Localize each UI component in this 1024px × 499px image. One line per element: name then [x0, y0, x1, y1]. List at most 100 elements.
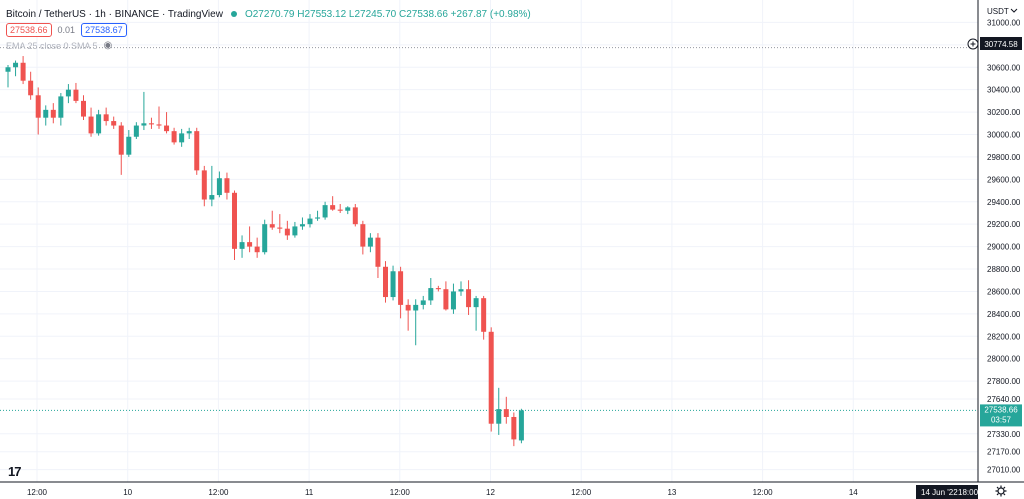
candle-up — [390, 265, 396, 301]
candle-down — [443, 281, 449, 311]
buy-price-button[interactable]: 27538.67 — [81, 23, 127, 37]
candle-down — [383, 261, 388, 303]
candle-body — [481, 298, 487, 332]
candle-down — [360, 220, 366, 255]
candle-down — [194, 127, 200, 175]
candle-down — [466, 280, 472, 315]
candle-body — [88, 116, 94, 134]
candle-body — [179, 133, 185, 143]
candle-up — [186, 127, 192, 139]
candle-body — [269, 224, 275, 228]
candle-up — [133, 122, 139, 139]
y-tick-label: 30600.00 — [987, 63, 1021, 72]
candle-body — [337, 209, 343, 211]
candle-body — [81, 100, 86, 117]
candle-body — [420, 300, 426, 305]
settings-gear-icon[interactable] — [995, 485, 1007, 497]
candle-down — [20, 56, 26, 85]
x-tick-label: 14 — [849, 488, 858, 497]
indicator-legend[interactable]: EMA 25 close 0 SMA 5 ◉ — [6, 40, 112, 51]
candle-body — [443, 289, 449, 310]
marked-price-label: 30774.58 — [984, 40, 1018, 49]
x-tick-label: 12 — [486, 488, 495, 497]
candle-down — [118, 122, 124, 175]
candle-down — [337, 204, 343, 213]
candle-body — [111, 121, 117, 126]
candle-body — [247, 242, 253, 247]
candle-down — [481, 295, 487, 340]
candle-down — [164, 112, 170, 134]
candle-body — [299, 224, 305, 227]
candle-body — [13, 62, 19, 68]
candle-body — [284, 228, 290, 236]
candle-down — [35, 87, 41, 135]
candle-body — [503, 409, 509, 417]
candle-body — [254, 246, 260, 253]
candle-body — [58, 96, 64, 118]
candle-down — [111, 116, 117, 129]
candle-down — [103, 107, 109, 126]
candle-up — [43, 105, 49, 126]
candle-body — [186, 131, 192, 134]
x-tick-label: 12:00 — [27, 488, 48, 497]
sell-price-button[interactable]: 27538.66 — [6, 23, 52, 37]
x-tick-label: 10 — [123, 488, 132, 497]
candle-body — [73, 89, 79, 101]
candle-body — [367, 237, 373, 247]
eye-icon[interactable]: ◉ — [103, 40, 113, 51]
candle-body — [488, 331, 494, 424]
chevron-down-icon[interactable] — [1010, 8, 1018, 13]
last-price-tag: 27538.66 03:57 — [980, 404, 1022, 427]
y-tick-label: 28400.00 — [987, 310, 1021, 319]
candle-up — [450, 283, 456, 314]
candle-body — [466, 289, 472, 308]
candle-up — [458, 281, 464, 296]
candle-body — [277, 227, 283, 229]
candle-body — [5, 67, 11, 72]
candle-body — [224, 178, 230, 193]
candle-body — [201, 170, 207, 200]
candle-body — [473, 298, 479, 308]
candle-up — [13, 60, 19, 77]
candle-body — [398, 271, 404, 305]
candle-body — [435, 288, 441, 290]
candle-down — [352, 204, 358, 227]
marked-price-tag: 30774.58 — [967, 37, 1022, 50]
candle-up — [126, 130, 132, 157]
candle-body — [35, 95, 41, 118]
candle-up — [65, 84, 71, 104]
plus-icon — [970, 41, 976, 47]
candle-body — [118, 125, 124, 155]
candle-body — [133, 125, 139, 137]
currency-label[interactable]: USDT — [987, 7, 1009, 16]
candle-down — [511, 412, 517, 447]
candle-up — [262, 219, 268, 255]
candle-body — [322, 205, 328, 218]
candle-body — [232, 192, 237, 249]
candle-body — [164, 125, 170, 132]
candle-down — [277, 214, 283, 234]
candle-up — [420, 295, 426, 310]
chart-header: Bitcoin / TetherUS · 1h · BINANCE · Trad… — [6, 6, 531, 22]
candle-body — [126, 136, 132, 155]
price-axis[interactable]: 31000.0030800.0030600.0030400.0030200.00… — [987, 18, 1021, 474]
tradingview-logo: 17 — [8, 464, 22, 479]
candle-down — [375, 233, 381, 278]
candle-body — [413, 304, 419, 311]
y-tick-label: 29000.00 — [987, 243, 1021, 252]
candle-up — [141, 91, 147, 131]
cursor-date-label: 14 Jun '22 — [921, 488, 958, 497]
candle-body — [292, 226, 298, 236]
candle-body — [148, 123, 154, 125]
y-tick-label: 27640.00 — [987, 395, 1021, 404]
candle-up — [299, 217, 305, 230]
candle-down — [398, 266, 404, 319]
time-axis[interactable]: 12:00 10 12:00 11 12:00 12 12:00 13 12:00 14 — [27, 488, 858, 497]
candle-body — [511, 416, 517, 440]
x-tick-label: 13 — [667, 488, 676, 497]
cursor-time-label: 18:00 — [958, 488, 979, 497]
candle-up — [496, 387, 502, 435]
candle-down — [269, 210, 275, 230]
symbol-title[interactable]: Bitcoin / TetherUS · 1h · BINANCE · Trad… — [6, 8, 223, 20]
